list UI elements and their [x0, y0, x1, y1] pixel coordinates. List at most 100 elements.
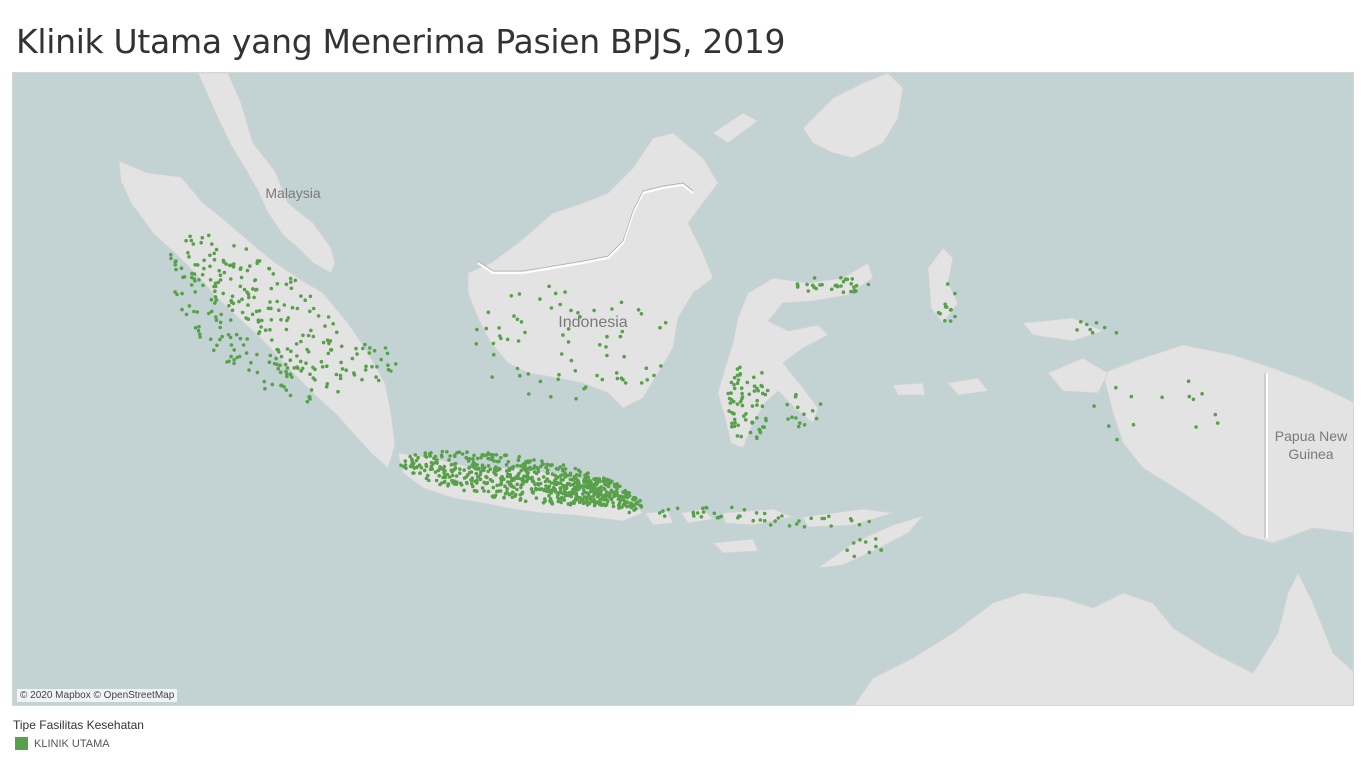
clinic-marker[interactable]: [558, 302, 562, 307]
clinic-marker[interactable]: [416, 455, 420, 460]
clinic-marker[interactable]: [814, 416, 819, 421]
clinic-marker[interactable]: [798, 421, 802, 425]
clinic-marker[interactable]: [544, 465, 548, 470]
clinic-marker[interactable]: [305, 399, 310, 404]
clinic-marker[interactable]: [437, 474, 442, 478]
clinic-marker[interactable]: [448, 454, 452, 458]
clinic-marker[interactable]: [218, 320, 223, 325]
clinic-marker[interactable]: [174, 259, 178, 263]
clinic-marker[interactable]: [240, 297, 244, 302]
clinic-marker[interactable]: [691, 511, 696, 516]
clinic-marker[interactable]: [334, 372, 339, 377]
clinic-marker[interactable]: [503, 484, 507, 489]
clinic-marker[interactable]: [794, 416, 798, 420]
clinic-marker[interactable]: [189, 238, 194, 243]
clinic-marker[interactable]: [607, 494, 612, 499]
clinic-marker[interactable]: [276, 348, 281, 352]
clinic-marker[interactable]: [311, 306, 316, 311]
clinic-marker[interactable]: [736, 378, 741, 382]
clinic-marker[interactable]: [269, 306, 273, 311]
clinic-marker[interactable]: [632, 497, 636, 502]
clinic-marker[interactable]: [583, 495, 587, 499]
clinic-marker[interactable]: [541, 475, 546, 479]
clinic-marker[interactable]: [221, 258, 226, 263]
clinic-marker[interactable]: [577, 482, 581, 487]
clinic-marker[interactable]: [732, 424, 737, 429]
clinic-marker[interactable]: [719, 514, 723, 519]
clinic-marker[interactable]: [484, 326, 489, 331]
clinic-marker[interactable]: [513, 494, 517, 499]
clinic-marker[interactable]: [491, 485, 496, 490]
clinic-marker[interactable]: [539, 464, 543, 469]
clinic-marker[interactable]: [537, 477, 541, 482]
clinic-marker[interactable]: [511, 490, 515, 495]
clinic-marker[interactable]: [806, 289, 811, 293]
clinic-marker[interactable]: [634, 507, 638, 511]
clinic-marker[interactable]: [286, 316, 291, 320]
clinic-marker[interactable]: [423, 453, 428, 458]
clinic-marker[interactable]: [438, 482, 442, 487]
clinic-marker[interactable]: [433, 470, 438, 474]
clinic-marker[interactable]: [475, 467, 480, 471]
clinic-marker[interactable]: [732, 375, 737, 380]
clinic-marker[interactable]: [214, 247, 219, 252]
clinic-marker[interactable]: [618, 334, 623, 339]
clinic-marker[interactable]: [605, 353, 609, 358]
clinic-marker[interactable]: [747, 392, 752, 397]
clinic-marker[interactable]: [229, 277, 233, 281]
clinic-marker[interactable]: [443, 473, 447, 478]
clinic-marker[interactable]: [761, 425, 765, 429]
clinic-marker[interactable]: [605, 334, 609, 339]
clinic-marker[interactable]: [214, 298, 219, 302]
clinic-marker[interactable]: [284, 388, 289, 392]
clinic-marker[interactable]: [414, 458, 419, 463]
clinic-marker[interactable]: [316, 314, 321, 318]
clinic-marker[interactable]: [615, 376, 620, 381]
clinic-marker[interactable]: [561, 468, 565, 473]
clinic-marker[interactable]: [712, 511, 717, 516]
clinic-marker[interactable]: [1186, 379, 1191, 384]
clinic-marker[interactable]: [616, 503, 621, 508]
clinic-marker[interactable]: [229, 343, 234, 347]
clinic-marker[interactable]: [622, 502, 626, 507]
clinic-marker[interactable]: [644, 366, 649, 371]
clinic-marker[interactable]: [582, 484, 587, 489]
clinic-marker[interactable]: [218, 278, 223, 282]
clinic-marker[interactable]: [213, 289, 217, 293]
clinic-marker[interactable]: [319, 359, 324, 364]
clinic-marker[interactable]: [620, 329, 625, 334]
clinic-marker[interactable]: [411, 471, 415, 475]
clinic-marker[interactable]: [729, 391, 733, 395]
clinic-marker[interactable]: [740, 397, 744, 401]
clinic-marker[interactable]: [497, 459, 501, 464]
clinic-marker[interactable]: [503, 453, 508, 457]
clinic-marker[interactable]: [728, 401, 733, 405]
clinic-marker[interactable]: [802, 423, 807, 427]
clinic-marker[interactable]: [553, 473, 557, 478]
clinic-marker[interactable]: [795, 285, 800, 289]
clinic-marker[interactable]: [1200, 392, 1204, 396]
clinic-marker[interactable]: [594, 476, 599, 481]
clinic-marker[interactable]: [519, 320, 524, 324]
clinic-marker[interactable]: [573, 498, 578, 503]
clinic-marker[interactable]: [515, 482, 519, 487]
clinic-marker[interactable]: [372, 348, 377, 353]
clinic-marker[interactable]: [455, 451, 459, 455]
clinic-marker[interactable]: [475, 327, 479, 332]
clinic-marker[interactable]: [283, 362, 288, 367]
clinic-marker[interactable]: [295, 365, 299, 369]
clinic-marker[interactable]: [180, 291, 184, 296]
clinic-marker[interactable]: [829, 287, 834, 292]
clinic-marker[interactable]: [526, 470, 530, 475]
clinic-marker[interactable]: [196, 263, 200, 267]
clinic-marker[interactable]: [270, 338, 274, 342]
clinic-marker[interactable]: [732, 417, 737, 422]
clinic-marker[interactable]: [189, 275, 194, 280]
clinic-marker[interactable]: [755, 416, 759, 420]
clinic-marker[interactable]: [339, 360, 343, 365]
clinic-marker[interactable]: [752, 384, 757, 389]
clinic-marker[interactable]: [527, 392, 531, 396]
clinic-marker[interactable]: [544, 484, 548, 488]
clinic-marker[interactable]: [465, 481, 469, 486]
clinic-marker[interactable]: [191, 242, 196, 246]
